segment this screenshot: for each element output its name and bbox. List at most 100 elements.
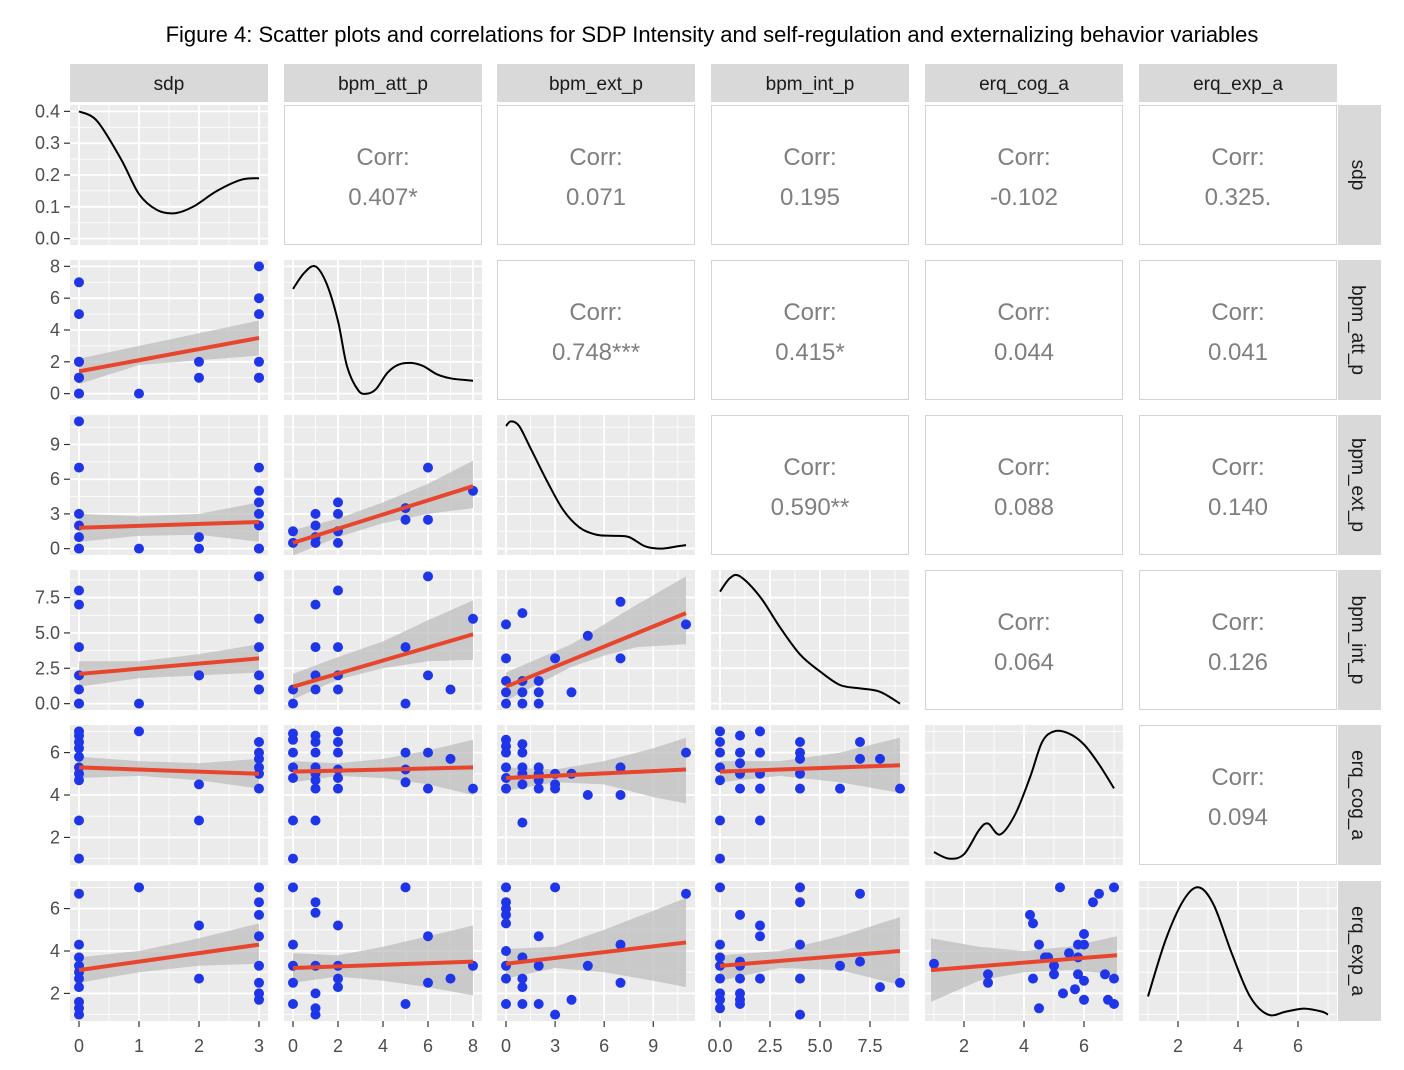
corr-panel-bg (1139, 260, 1337, 400)
data-point (835, 960, 845, 971)
x-tick-label: 6 (1293, 1036, 1303, 1056)
data-point (1070, 984, 1080, 995)
y-tick-label: 2.5 (35, 658, 60, 678)
column-label-bpm_int_p: bpm_int_p (766, 74, 855, 95)
data-point (288, 773, 298, 783)
data-point (74, 888, 84, 899)
data-point (254, 909, 264, 920)
data-point (1028, 918, 1038, 929)
data-point (517, 817, 528, 828)
data-point (254, 931, 264, 942)
corr-panel-bg (925, 260, 1123, 400)
data-point (715, 939, 725, 950)
fit-line (78, 335, 260, 374)
data-point (615, 977, 626, 988)
confidence-band (720, 737, 900, 793)
data-point (983, 977, 993, 988)
data-point (310, 684, 321, 695)
corr-label: Corr: (1211, 609, 1264, 636)
data-point (681, 747, 691, 758)
fit-line (78, 765, 260, 776)
data-point (74, 532, 84, 543)
panel-erq_cog_a-erq_cog_a (925, 725, 1123, 865)
data-point (310, 642, 321, 653)
data-point (134, 882, 144, 893)
data-point (1079, 994, 1089, 1005)
panel-bpm_ext_p-erq_cog_a: Corr: 0.088 (925, 415, 1123, 555)
panel-bpm_att_p-erq_exp_a: Corr: 0.041 (1139, 260, 1337, 400)
data-point (310, 897, 321, 908)
y-tick-label: 2 (50, 983, 60, 1003)
panel-sdp-bpm_att_p: Corr: 0.407* (284, 105, 482, 245)
column-label-bpm_ext_p: bpm_ext_p (549, 74, 643, 95)
data-point (74, 372, 84, 383)
data-point (735, 973, 745, 984)
corr-label: Corr: (569, 144, 622, 171)
data-point (194, 779, 204, 790)
panel-bpm_ext_p-sdp (70, 415, 268, 555)
column-strips: sdp bpm_att_p bpm_ext_p bpm_int_p erq_cog_a e… (70, 64, 1337, 102)
y-tick-label: 0 (50, 539, 60, 559)
row-label-sdp: sdp (1347, 160, 1368, 191)
panel-bpm_int_p-erq_cog_a: Corr: 0.064 (925, 570, 1123, 710)
data-point (517, 779, 528, 790)
data-point (582, 960, 593, 971)
data-point (445, 684, 456, 695)
data-point (715, 988, 725, 999)
data-point (254, 372, 264, 383)
corr-value-bpm_ext_p-erq_cog_a: 0.088 (994, 494, 1054, 521)
data-point (715, 737, 725, 747)
corr-label: Corr: (997, 299, 1050, 326)
data-point (310, 1003, 321, 1014)
data-point (517, 687, 528, 698)
data-point (423, 931, 433, 942)
data-point (74, 543, 84, 554)
row-label-bpm_int_p: bpm_int_p (1347, 596, 1368, 685)
data-point (795, 783, 805, 794)
corr-label: Corr: (1211, 454, 1264, 481)
corr-label: Corr: (1211, 764, 1264, 791)
data-point (715, 882, 725, 893)
corr-panel-bg (925, 570, 1123, 710)
panel-bpm_att_p-bpm_int_p: Corr: 0.415* (711, 260, 909, 400)
row-strip-bg-bpm_int_p (1338, 570, 1381, 710)
data-point (254, 783, 264, 794)
y-tick-label: 7.5 (35, 588, 60, 608)
fit-line (930, 953, 1118, 973)
panel-sdp-bpm_ext_p: Corr: 0.071 (497, 105, 695, 245)
corr-label: Corr: (783, 144, 836, 171)
data-point (333, 726, 343, 737)
y-tick-label: 6 (50, 743, 60, 763)
data-point (254, 356, 264, 367)
data-point (254, 261, 264, 272)
y-tick-label: 5.0 (35, 623, 60, 643)
data-point (735, 909, 745, 920)
confidence-band (79, 502, 259, 542)
data-point (333, 737, 343, 747)
data-point (310, 907, 321, 918)
data-point (74, 726, 84, 737)
data-point (400, 882, 411, 893)
density-curve-bpm_att_p (292, 264, 474, 395)
data-point (134, 543, 144, 554)
row-strip-bg-bpm_ext_p (1338, 415, 1381, 555)
data-point (1079, 929, 1089, 939)
data-point (74, 684, 84, 695)
data-point (74, 508, 84, 519)
data-point (134, 698, 144, 709)
data-point (533, 687, 544, 698)
corr-panel-bg (711, 415, 909, 555)
row-strip-bg-bpm_att_p (1338, 260, 1381, 400)
data-point (333, 747, 343, 758)
data-point (615, 653, 626, 664)
y-tick-label: 0 (50, 384, 60, 404)
data-point (517, 762, 528, 773)
data-point (517, 973, 528, 984)
data-point (254, 762, 264, 773)
data-point (74, 309, 84, 320)
panel-erq_cog_a-bpm_int_p (711, 725, 909, 865)
data-point (875, 753, 885, 764)
y-axis-ticks: 0.0 0.1 0.2 0.3 0.4 0 2 4 6 8 0 3 6 9 0.0 2.5 5.0 7.5 2 4 6 2… (35, 101, 70, 1003)
data-point (1034, 939, 1044, 950)
data-point (333, 585, 343, 596)
